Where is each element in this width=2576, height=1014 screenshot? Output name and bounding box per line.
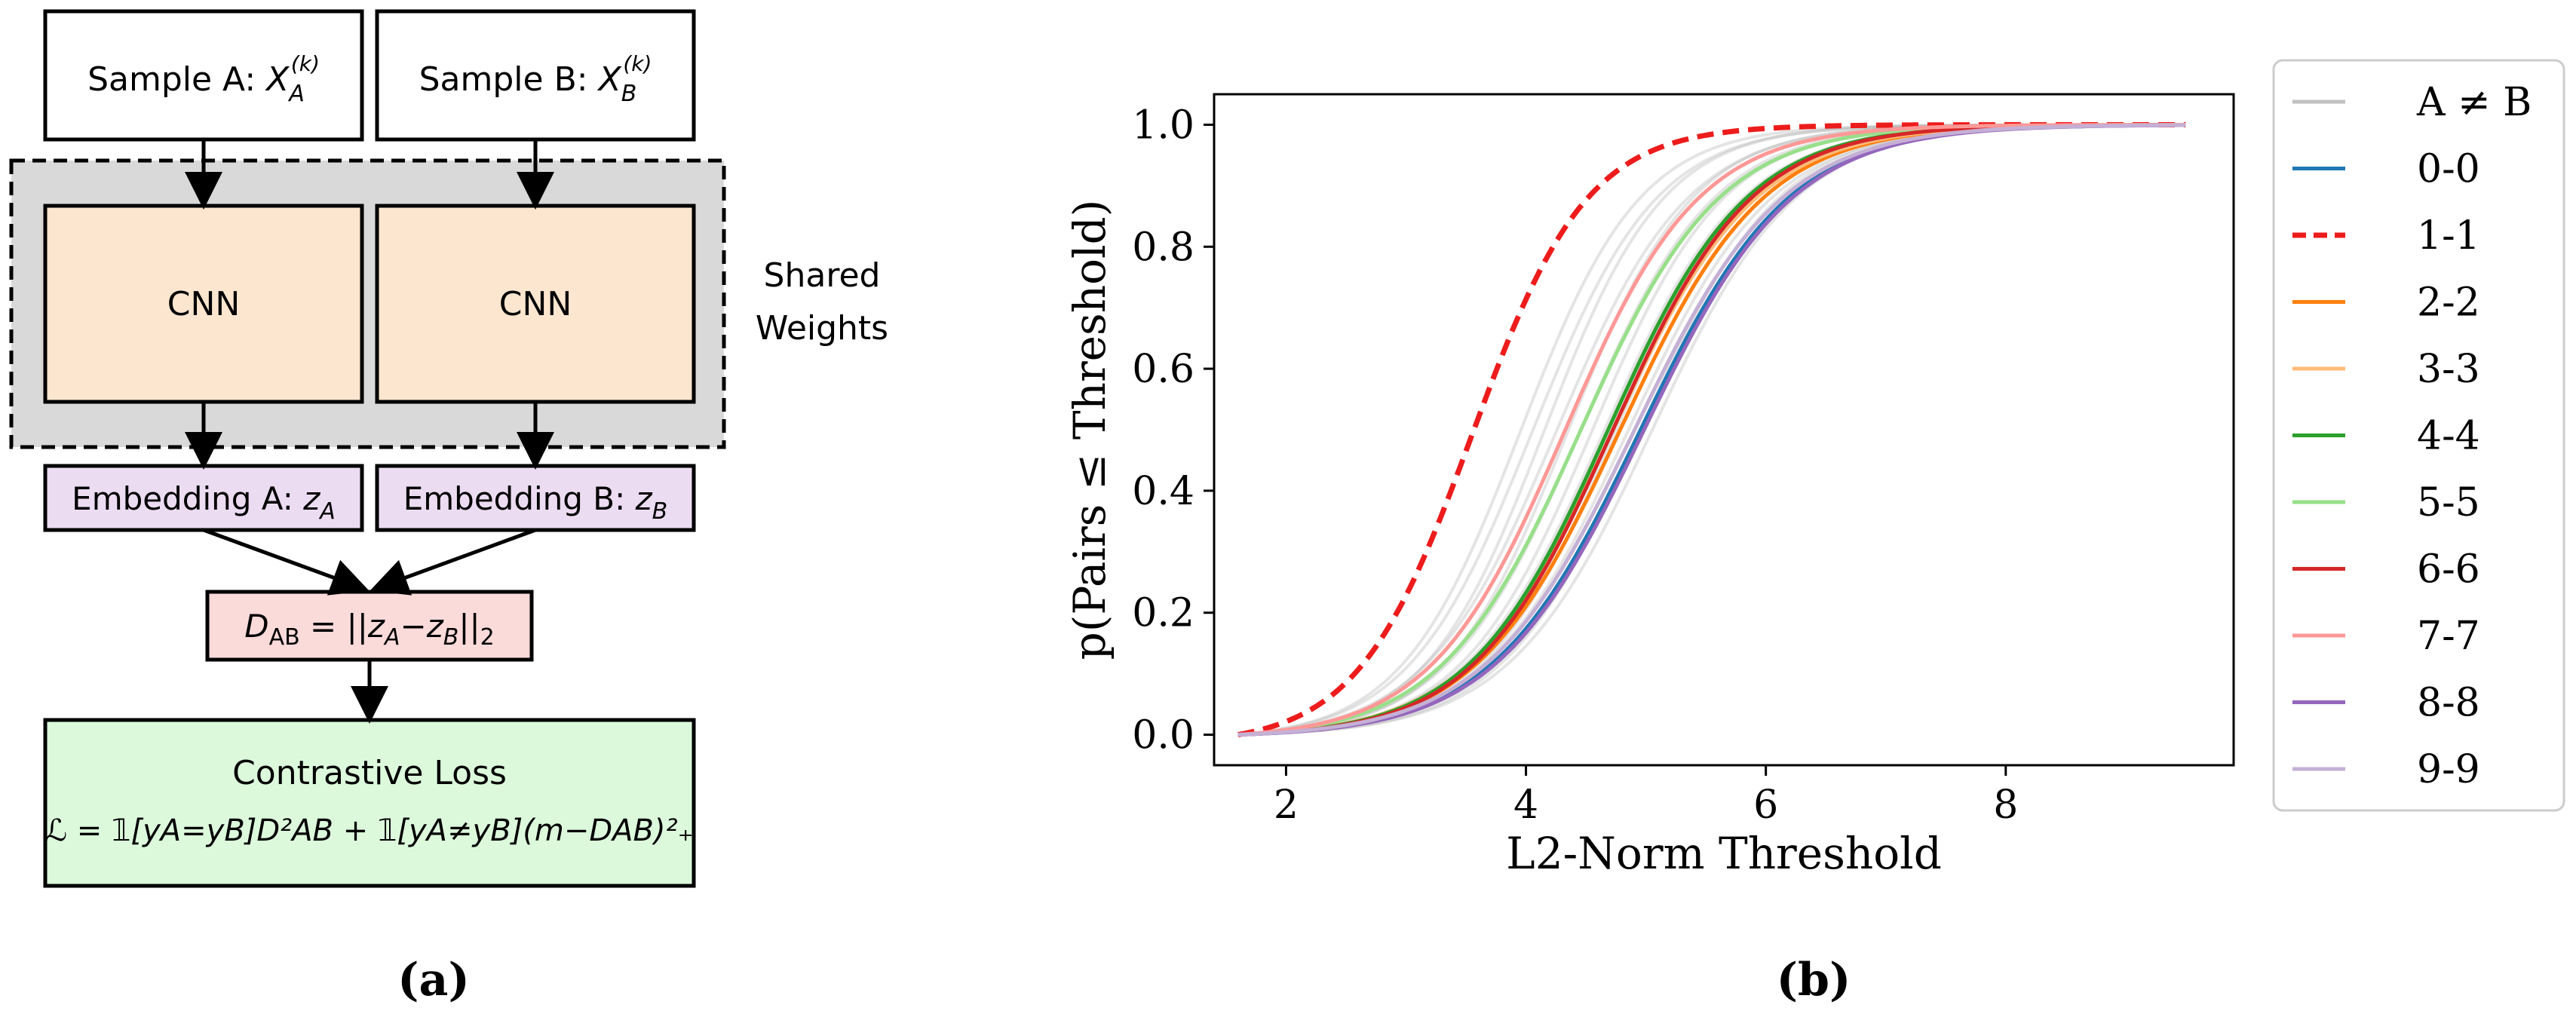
- shared-weights-label-2: Weights: [756, 309, 888, 348]
- legend-label-2-2: 2-2: [2417, 280, 2480, 326]
- series-line-3-3: [1237, 123, 2186, 737]
- legend-label-8-8: 8-8: [2417, 681, 2480, 726]
- background-pair-curve-7: [1237, 123, 2186, 737]
- series-line-8-8: [1237, 123, 2186, 737]
- y-axis-label: p(Pairs ≤ Threshold): [1064, 200, 1115, 660]
- legend-label-9-9: 9-9: [2417, 747, 2480, 792]
- x-axis-label: L2-Norm Threshold: [1506, 828, 1942, 879]
- background-pair-curve-5: [1237, 123, 2186, 737]
- legend-frame: [2272, 59, 2565, 812]
- series-line-9-9: [1237, 123, 2186, 737]
- background-pair-curve-3: [1237, 123, 2186, 737]
- cnn-a-label: CNN: [167, 285, 241, 323]
- background-pair-curve-10: [1237, 123, 2186, 737]
- loss-box: [43, 718, 696, 888]
- y-tick-label: 0.0: [1132, 713, 1194, 758]
- background-pair-curve-1: [1237, 123, 2186, 737]
- plot-frame: [1213, 93, 2235, 767]
- siamese-diagram: Sample A: XA(k) Sample B: XB(k) CNN CNN …: [9, 9, 888, 1006]
- legend-label-1-1: 1-1: [2417, 213, 2480, 259]
- background-pair-curve-0: [1237, 123, 2186, 737]
- series-line-6-6: [1237, 123, 2186, 737]
- arrow-embedding-a-to-distance: [203, 528, 370, 596]
- background-pair-curve-2: [1237, 123, 2186, 737]
- cnn-b-box: [375, 204, 696, 404]
- embedding-a-label: Embedding A: zA: [72, 480, 336, 525]
- series-line-2-2: [1237, 123, 2186, 737]
- series-line-1-1: [1237, 122, 2186, 737]
- background-pair-curve-6: [1237, 123, 2186, 737]
- legend-label-3-3: 3-3: [2417, 347, 2480, 392]
- legend-label-4-4: 4-4: [2417, 414, 2480, 459]
- y-tick-label: 1.0: [1132, 103, 1194, 148]
- shared-weights-label-1: Shared: [764, 256, 881, 295]
- arrow-embedding-b-to-distance: [370, 528, 536, 596]
- x-tick-label: 2: [1274, 783, 1299, 828]
- cnn-a-box: [43, 204, 364, 404]
- distance-label: DAB = ||zA−zB||2: [244, 608, 494, 651]
- plot-lines: [1237, 122, 2186, 737]
- y-tick-label: 0.4: [1132, 469, 1194, 514]
- series-line-7-7: [1237, 123, 2186, 737]
- sample-a-box: [43, 9, 364, 142]
- background-pair-curve-4: [1237, 123, 2186, 737]
- legend-label-0-0: 0-0: [2417, 147, 2480, 192]
- loss-title: Contrastive Loss: [232, 754, 507, 792]
- background-pair-curve-11: [1237, 123, 2186, 737]
- legend-label-5-5: 5-5: [2417, 480, 2480, 525]
- sample-a-label: Sample A: XA(k): [87, 51, 320, 107]
- background-pair-curve-9: [1237, 123, 2186, 737]
- loss-formula: ℒ = 𝟙[yA=yB]D²AB + 𝟙[yA≠yB](m−DAB)²₊: [45, 813, 693, 848]
- embedding-b-label: Embedding B: zB: [403, 480, 668, 525]
- cnn-b-label: CNN: [499, 285, 572, 323]
- series-line-4-4: [1237, 123, 2186, 737]
- cdf-chart: 2 4 6 8 0.0 0.2 0.4 0.6 0.8 1.0 L2-Norm Threshold…: [1064, 59, 2565, 1006]
- x-tick-label: 8: [1993, 783, 2018, 828]
- series-line-5-5: [1237, 123, 2186, 737]
- embedding-b-box: [375, 464, 696, 532]
- distance-box: [205, 590, 534, 662]
- sample-b-box: [375, 9, 696, 142]
- y-tick-label: 0.2: [1132, 591, 1194, 636]
- panel-a-label: (a): [397, 954, 470, 1006]
- panel-b-label: (b): [1777, 954, 1851, 1006]
- series-line-0-0: [1237, 123, 2186, 737]
- sample-b-label: Sample B: XB(k): [419, 51, 652, 107]
- legend-label-A ≠ B: A ≠ B: [2416, 80, 2532, 125]
- axis-ticks: 2 4 6 8 0.0 0.2 0.4 0.6 0.8 1.0: [1132, 103, 2018, 828]
- legend: A ≠ B 0-0 1-1 2-2 3-3 4-4 5-5 6-6 7-7 8-8 9-9: [2272, 59, 2565, 812]
- y-tick-label: 0.8: [1132, 225, 1194, 270]
- x-tick-label: 6: [1753, 783, 1778, 828]
- y-tick-label: 0.6: [1132, 347, 1194, 392]
- background-pair-curve-8: [1237, 123, 2186, 737]
- x-tick-label: 4: [1513, 783, 1538, 828]
- legend-label-6-6: 6-6: [2417, 547, 2480, 593]
- legend-label-7-7: 7-7: [2417, 614, 2480, 659]
